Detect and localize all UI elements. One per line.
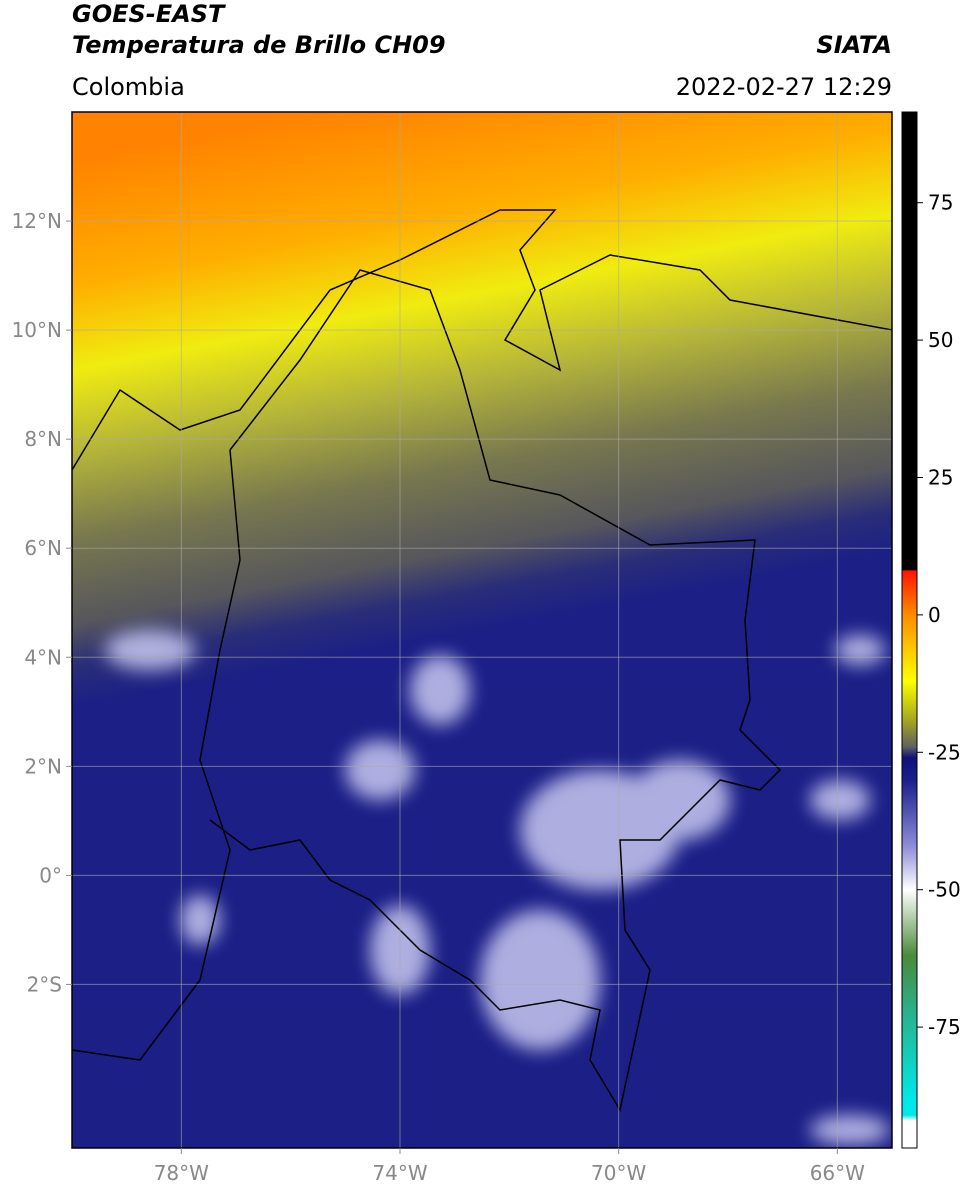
x-tick-label: 70°W (591, 1161, 646, 1185)
region: Colombia (72, 73, 185, 101)
x-tick-label: 78°W (154, 1161, 209, 1185)
y-tick-label: 2°S (27, 972, 62, 996)
coastline (72, 209, 892, 1113)
y-tick-label: 4°N (24, 645, 62, 669)
x-tick-label: 66°W (810, 1161, 865, 1185)
subtitle: Temperatura de Brillo CH09 (72, 31, 446, 59)
colorbar-tick-label: 0 (928, 603, 941, 627)
colorbar-tick-label: -75 (928, 1015, 961, 1039)
y-tick-label: 12°N (12, 209, 62, 233)
source: SIATA (816, 31, 892, 59)
x-tick-label: 74°W (372, 1161, 427, 1185)
y-tick-label: 6°N (24, 536, 62, 560)
clouds (105, 630, 890, 1145)
map-image (72, 112, 892, 1148)
y-tick-label: 2°N (24, 754, 62, 778)
y-tick-label: 0° (39, 863, 62, 887)
colorbar-tick-label: 50 (928, 328, 953, 352)
title: GOES-EAST (72, 0, 226, 28)
colorbar-tick-label: 25 (928, 465, 953, 489)
map-frame (71, 111, 893, 1149)
colorbar-tick-label: -50 (928, 878, 961, 902)
y-tick-label: 10°N (12, 318, 62, 342)
y-tick-label: 8°N (24, 427, 62, 451)
colorbar-tick-label: -25 (928, 740, 961, 764)
datetime: 2022-02-27 12:29 (676, 73, 892, 101)
colorbar (901, 111, 918, 1149)
colorbar-tick-label: 75 (928, 191, 953, 215)
